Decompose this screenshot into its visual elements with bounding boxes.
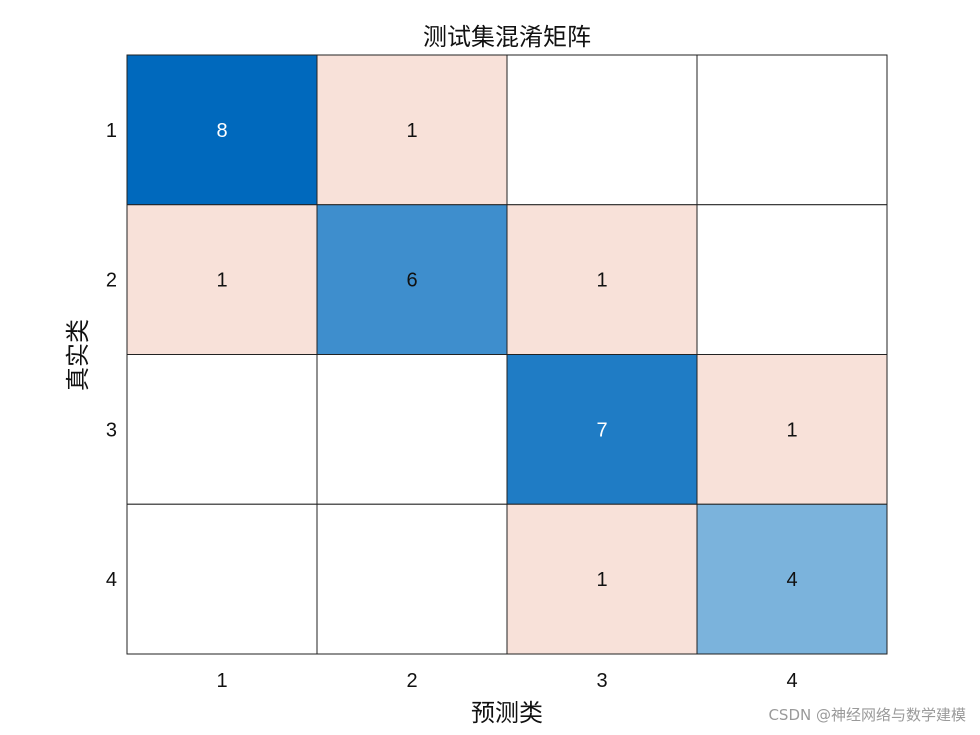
cell-r2-c2 [316,204,508,355]
chart-title: 测试集混淆矩阵 [423,23,591,51]
cell-r2-c4 [696,204,888,355]
y-tick-label: 1 [106,120,117,142]
cell-r4-c1 [126,503,318,655]
x-tick-label: 1 [216,670,227,692]
cell-r3-c2 [316,354,508,505]
cell-value-r4-c3: 1 [596,569,607,591]
cell-r1-c3 [506,54,698,206]
cell-value-r2-c3: 1 [596,270,607,292]
cell-r4-c4 [696,503,888,655]
y-tick-label: 4 [106,569,117,591]
cell-r1-c4 [696,54,888,206]
cell-r3-c4 [696,354,888,505]
cell-value-r3-c4: 1 [786,419,797,441]
cell-value-r3-c3: 7 [596,419,607,441]
x-tick-labels: 1 2 3 4 [216,670,797,692]
y-tick-label: 3 [106,419,117,441]
x-tick-label: 2 [406,670,417,692]
heatmap-cells: 8 11 6 17 11 4 [126,54,888,655]
cell-value-r2-c2: 6 [406,270,417,292]
cell-value-r1-c2: 1 [406,120,417,142]
x-tick-label: 4 [786,670,797,692]
x-tick-label: 3 [596,670,607,692]
y-axis-label: 真实类 [64,319,92,391]
y-tick-label: 2 [106,270,117,292]
x-axis-label: 预测类 [471,699,543,727]
cell-r1-c2 [316,54,508,206]
cell-r3-c3 [506,354,698,505]
watermark: CSDN @神经网络与数学建模 [768,706,966,724]
y-tick-labels: 1 2 3 4 [106,120,117,591]
cell-r4-c3 [506,503,698,655]
cell-value-r1-c1: 8 [216,120,227,142]
cell-r1-c1 [126,54,318,206]
cell-r4-c2 [316,503,508,655]
cell-value-r2-c1: 1 [216,270,227,292]
cell-r2-c1 [126,204,318,355]
cell-r2-c3 [506,204,698,355]
cell-r3-c1 [126,354,318,505]
cell-value-r4-c4: 4 [786,569,797,591]
